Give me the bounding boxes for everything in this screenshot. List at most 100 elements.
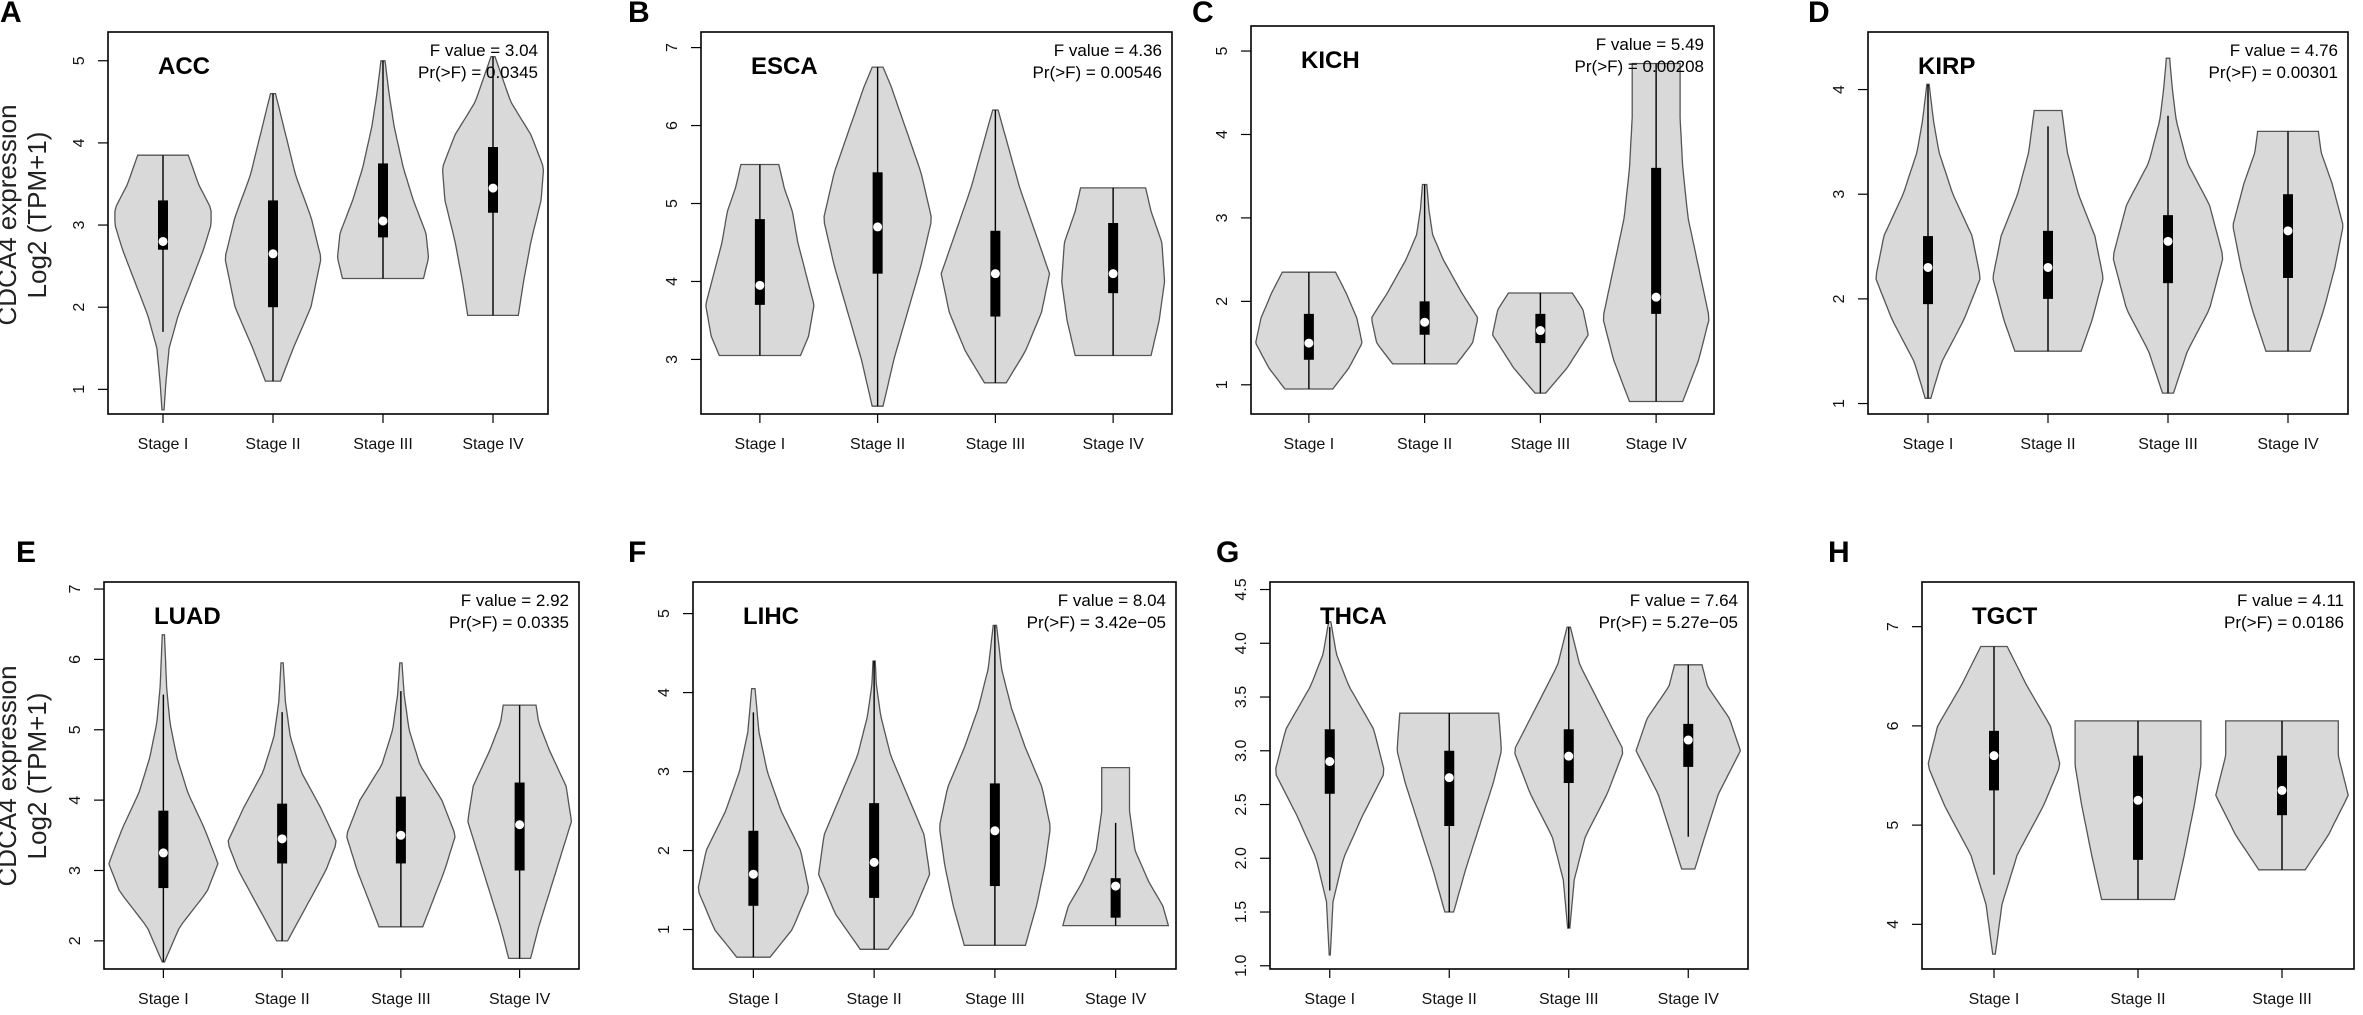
iqr-box-f-1 — [748, 830, 759, 906]
median-dot-b-1 — [755, 280, 765, 290]
x-tick-label-f-2: Stage II — [847, 991, 902, 1008]
median-dot-e-1 — [158, 848, 168, 858]
x-tick-label-d-3: Stage III — [2138, 436, 2198, 453]
f-value-f: F value = 8.04 — [1058, 591, 1166, 610]
x-tick-label-g-2: Stage II — [1422, 991, 1477, 1008]
y-tick-label-e-4: 4 — [67, 796, 84, 805]
p-value-e: Pr(>F) = 0.0335 — [449, 613, 569, 632]
y-tick-label-d-2: 2 — [1831, 294, 1848, 303]
x-tick-label-b-2: Stage II — [850, 436, 905, 453]
y-tick-label-b-4: 4 — [664, 277, 681, 286]
median-dot-a-2 — [268, 249, 278, 259]
y-axis-label-row1-line1: CDCA4 expression — [0, 104, 22, 325]
median-dot-e-4 — [515, 820, 525, 830]
plot-frame-g — [1269, 581, 1749, 970]
iqr-box-g-2 — [1444, 750, 1455, 827]
y-axis-label-row2-line2: Log2 (TPM+1) — [22, 693, 52, 860]
plot-frame-e — [103, 581, 580, 970]
y-tick-label-h-7: 7 — [1885, 622, 1902, 631]
x-tick-label-b-3: Stage III — [966, 436, 1026, 453]
median-dot-c-2 — [1420, 317, 1430, 327]
median-dot-e-2 — [277, 834, 287, 844]
median-dot-f-1 — [748, 869, 758, 879]
y-tick-label-e-3: 3 — [67, 866, 84, 875]
x-tick-label-d-2: Stage II — [2020, 436, 2075, 453]
panel-letter-b: B — [628, 0, 650, 29]
x-tick-label-c-3: Stage III — [1511, 436, 1571, 453]
p-value-c: Pr(>F) = 0.00208 — [1575, 57, 1704, 76]
median-dot-g-2 — [1444, 773, 1454, 783]
f-value-e: F value = 2.92 — [461, 591, 569, 610]
f-value-g: F value = 7.64 — [1630, 591, 1738, 610]
x-tick-label-a-1: Stage I — [138, 436, 189, 453]
f-value-d: F value = 4.76 — [2230, 41, 2338, 60]
median-dot-a-3 — [378, 216, 388, 226]
y-tick-label-b-7: 7 — [664, 43, 681, 52]
x-tick-label-c-4: Stage IV — [1625, 436, 1687, 453]
iqr-box-f-4 — [1110, 878, 1121, 918]
y-tick-label-g-3.0: 3.0 — [1233, 740, 1250, 762]
iqr-box-a-3 — [378, 163, 388, 238]
panel-title-f: LIHC — [743, 603, 799, 630]
median-dot-e-3 — [396, 830, 406, 840]
median-dot-h-1 — [1989, 751, 1999, 761]
y-tick-label-a-4: 4 — [71, 138, 88, 147]
x-tick-label-f-4: Stage IV — [1085, 991, 1147, 1008]
x-tick-label-c-2: Stage II — [1397, 436, 1452, 453]
y-tick-label-f-2: 2 — [656, 846, 673, 855]
panel-letter-f: F — [628, 536, 646, 569]
median-dot-f-2 — [869, 857, 879, 867]
y-tick-label-f-1: 1 — [656, 925, 673, 934]
y-tick-label-h-4: 4 — [1885, 920, 1902, 929]
median-dot-h-3 — [2277, 785, 2287, 795]
y-tick-label-h-5: 5 — [1885, 821, 1902, 830]
median-dot-g-1 — [1325, 757, 1335, 767]
y-tick-label-e-7: 7 — [67, 584, 84, 593]
y-tick-label-e-2: 2 — [67, 936, 84, 945]
p-value-f: Pr(>F) = 3.42e−05 — [1027, 613, 1166, 632]
x-tick-label-f-3: Stage III — [965, 991, 1025, 1008]
y-tick-label-a-3: 3 — [71, 221, 88, 230]
panel-letter-h: H — [1828, 536, 1850, 569]
median-dot-c-3 — [1535, 326, 1545, 336]
y-tick-label-c-5: 5 — [1214, 46, 1231, 55]
plot-frame-a — [107, 31, 549, 415]
x-tick-label-a-3: Stage III — [353, 436, 413, 453]
panel-letter-g: G — [1216, 536, 1239, 569]
panel-f: F 1 2 3 4 5 Stage I Stage II Stage III Stage IV LI… — [628, 536, 1177, 1008]
median-dot-b-3 — [990, 269, 1000, 279]
x-tick-label-c-1: Stage I — [1284, 436, 1335, 453]
x-tick-label-g-3: Stage III — [1539, 991, 1599, 1008]
y-tick-label-g-2.5: 2.5 — [1233, 793, 1250, 815]
iqr-box-b-4 — [1108, 223, 1119, 294]
y-tick-label-f-5: 5 — [656, 609, 673, 618]
f-value-c: F value = 5.49 — [1596, 35, 1704, 54]
panel-g: G 1.0 1.5 2.0 2.5 3.0 3.5 4.0 4.5 Stage I Stage II… — [1216, 536, 1749, 1008]
median-dot-b-2 — [873, 222, 883, 232]
y-tick-label-e-6: 6 — [67, 655, 84, 664]
x-tick-label-e-2: Stage II — [255, 991, 310, 1008]
y-tick-label-g-4.0: 4.0 — [1233, 632, 1250, 654]
y-tick-label-g-3.5: 3.5 — [1233, 686, 1250, 708]
panel-c: C 1 2 3 4 5 Stage I Stage II Stage III Stage IV KI… — [1192, 0, 1715, 453]
x-tick-label-f-1: Stage I — [728, 991, 779, 1008]
iqr-box-a-4 — [488, 147, 498, 213]
panel-title-d: KIRP — [1918, 53, 1975, 80]
f-value-a: F value = 3.04 — [430, 41, 538, 60]
y-tick-label-h-6: 6 — [1885, 721, 1902, 730]
median-dot-f-3 — [990, 826, 1000, 836]
y-tick-label-f-3: 3 — [656, 767, 673, 776]
iqr-box-d-4 — [2283, 194, 2293, 278]
x-tick-label-e-1: Stage I — [138, 991, 189, 1008]
median-dot-d-4 — [2283, 226, 2293, 236]
y-tick-label-b-3: 3 — [664, 355, 681, 364]
median-dot-a-1 — [158, 236, 168, 246]
y-axis-label-row1-line2: Log2 (TPM+1) — [22, 132, 52, 299]
median-dot-a-4 — [488, 183, 498, 193]
median-dot-d-3 — [2163, 236, 2173, 246]
x-tick-label-a-2: Stage II — [245, 436, 300, 453]
y-tick-label-g-1.5: 1.5 — [1233, 901, 1250, 923]
y-tick-label-a-2: 2 — [71, 303, 88, 312]
y-tick-label-a-5: 5 — [71, 56, 88, 65]
